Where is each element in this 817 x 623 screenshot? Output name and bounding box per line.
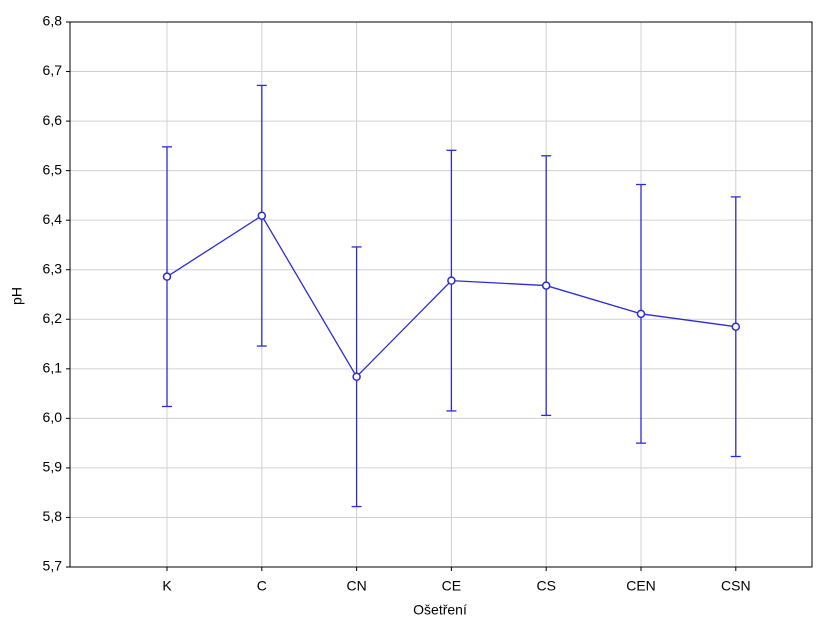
x-tick-label: CSN: [721, 578, 751, 594]
y-tick-label: 6,2: [43, 310, 63, 326]
data-point: [257, 211, 267, 220]
x-tick-label: CS: [536, 578, 555, 594]
y-tick-label: 6,1: [43, 360, 63, 376]
y-tick-label: 6,4: [43, 211, 63, 227]
y-tick-label: 6,3: [43, 260, 63, 276]
x-tick-label: CN: [346, 578, 366, 594]
y-tick-label: 6,5: [43, 161, 63, 177]
y-tick-label: 5,7: [43, 558, 63, 574]
data-point: [541, 281, 551, 290]
y-tick-label: 6,7: [43, 62, 63, 78]
y-tick-label: 6,8: [43, 13, 63, 29]
x-tick-label: CE: [442, 578, 461, 594]
data-point: [731, 322, 741, 331]
data-point: [447, 276, 456, 285]
x-tick-label: K: [162, 578, 172, 594]
plot-frame: [69, 21, 813, 568]
y-tick-label: 5,8: [43, 508, 63, 524]
x-axis-label: Ošetření: [413, 602, 467, 618]
data-point: [636, 309, 646, 319]
data-point: [352, 372, 361, 381]
x-tick-label: C: [257, 578, 267, 594]
y-tick-label: 6,0: [43, 409, 63, 425]
x-tick-label: CEN: [626, 578, 656, 594]
y-tick-label: 6,6: [43, 112, 63, 128]
data-point: [162, 272, 172, 281]
y-axis-label: pH: [9, 287, 25, 305]
y-tick-label: 5,9: [43, 459, 63, 475]
